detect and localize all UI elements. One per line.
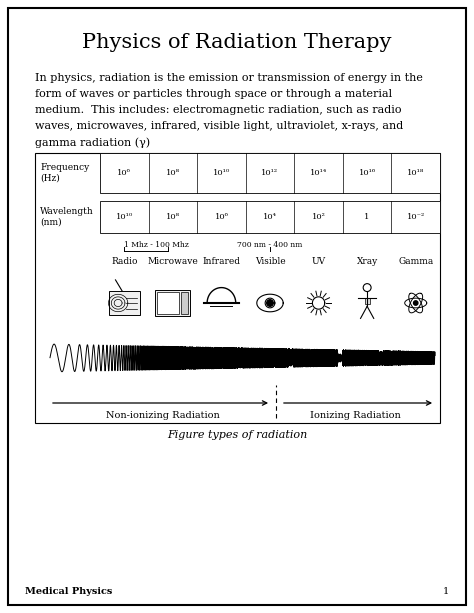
Text: Microwave: Microwave (147, 256, 198, 265)
Text: Figure types of radiation: Figure types of radiation (167, 430, 307, 440)
Text: Infrared: Infrared (202, 256, 240, 265)
Circle shape (267, 300, 273, 306)
Text: waves, microwaves, infrared, visible light, ultraviolet, x-rays, and: waves, microwaves, infrared, visible lig… (35, 121, 403, 131)
Bar (155, 290, 191, 316)
Text: 1: 1 (443, 587, 449, 595)
Text: UV: UV (311, 256, 326, 265)
Text: Gamma: Gamma (398, 256, 433, 265)
Text: Visible: Visible (255, 256, 285, 265)
Text: 10⁸: 10⁸ (166, 213, 180, 221)
Bar (181, 292, 188, 314)
Text: gamma radiation (γ): gamma radiation (γ) (35, 137, 150, 148)
Text: 10¹⁰: 10¹⁰ (116, 213, 133, 221)
Text: Physics of Radiation Therapy: Physics of Radiation Therapy (82, 34, 392, 53)
Circle shape (413, 301, 418, 305)
Text: Non-ionizing Radiation: Non-ionizing Radiation (106, 411, 220, 420)
Bar (365, 297, 370, 304)
Text: medium.  This includes: electromagnetic radiation, such as radio: medium. This includes: electromagnetic r… (35, 105, 401, 115)
Text: 700 nm - 400 nm: 700 nm - 400 nm (237, 241, 303, 249)
Bar (157, 292, 180, 314)
Text: Xray: Xray (356, 256, 378, 265)
Text: 10⁴: 10⁴ (263, 213, 277, 221)
Text: form of waves or particles through space or through a material: form of waves or particles through space… (35, 89, 392, 99)
Text: 1 Mhz - 100 Mhz: 1 Mhz - 100 Mhz (124, 241, 189, 249)
Text: Wavelength
(nm): Wavelength (nm) (40, 207, 94, 227)
Text: 10¹²: 10¹² (262, 169, 279, 177)
Bar (35, 153, 440, 423)
Text: Medical Physics: Medical Physics (25, 587, 112, 595)
Text: 10¹⁸: 10¹⁸ (407, 169, 424, 177)
Text: 10⁻²: 10⁻² (407, 213, 425, 221)
Text: 10¹⁴: 10¹⁴ (310, 169, 327, 177)
Text: 10¹⁶: 10¹⁶ (358, 169, 376, 177)
Text: 10⁶: 10⁶ (215, 213, 228, 221)
Text: In physics, radiation is the emission or transmission of energy in the: In physics, radiation is the emission or… (35, 73, 423, 83)
Text: 10²: 10² (311, 213, 326, 221)
Text: 1: 1 (365, 213, 370, 221)
Text: 10⁸: 10⁸ (166, 169, 180, 177)
Text: Frequency
(Hz): Frequency (Hz) (40, 163, 89, 183)
Bar (100, 153, 440, 193)
Bar (100, 201, 440, 233)
Text: Ionizing Radiation: Ionizing Radiation (310, 411, 401, 420)
Bar (109, 291, 140, 315)
Text: 10¹⁰: 10¹⁰ (213, 169, 230, 177)
Text: 10⁶: 10⁶ (118, 169, 131, 177)
Text: Radio: Radio (111, 256, 137, 265)
